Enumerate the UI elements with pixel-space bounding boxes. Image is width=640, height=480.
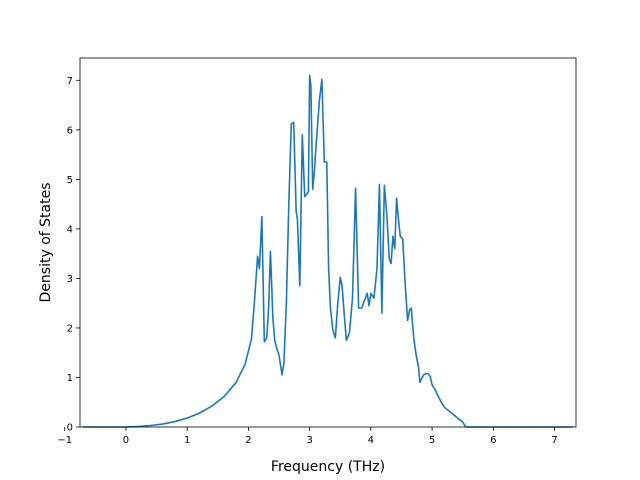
plot-area: [83, 74, 573, 428]
x-tick-label: 5: [429, 435, 435, 446]
y-tick-label: 4: [67, 224, 73, 235]
dos-series-line-0: [83, 74, 573, 428]
y-tick-label: 7: [67, 76, 73, 87]
x-tick-label: 6: [490, 435, 496, 446]
x-tick-label: 7: [551, 435, 557, 446]
y-tick-label: 3: [67, 274, 73, 285]
x-axis-ticks: −1 0 1 2 3 4 5 6 7: [57, 427, 558, 446]
y-tick-label: 2: [67, 323, 73, 334]
x-tick-label: 1: [184, 435, 190, 446]
y-axis-label: Density of States: [38, 183, 54, 303]
x-tick-label: 2: [245, 435, 251, 446]
y-tick-label: 6: [67, 125, 73, 136]
x-tick-label: 4: [368, 435, 374, 446]
y-tick-label: 5: [67, 175, 73, 186]
x-tick-label: −1: [57, 435, 72, 446]
x-tick-label: 0: [123, 435, 129, 446]
y-tick-label: 1: [67, 373, 73, 384]
x-tick-label: 3: [306, 435, 312, 446]
y-axis-ticks: 0 1 2 3 4 5 6 7: [67, 76, 80, 434]
axes-frame: [79, 57, 577, 428]
y-tick-label: 0: [67, 423, 73, 434]
x-axis-label: Frequency (THz): [271, 459, 385, 475]
